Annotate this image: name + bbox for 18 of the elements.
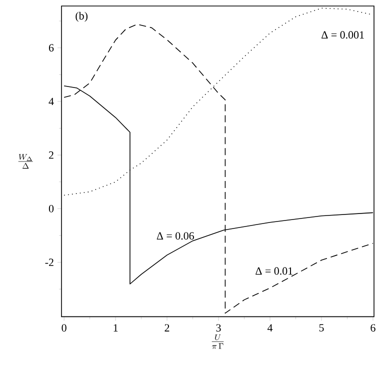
annotation: Δ = 0.01 [256, 267, 292, 275]
annotation: (b) [76, 12, 88, 22]
x-tick-label: 0 [62, 324, 66, 332]
y-tick-label: 0 [48, 204, 54, 212]
y-tick-label: 6 [48, 44, 54, 52]
x-tick-label: 2 [164, 324, 170, 332]
annotation: Δ = 0.06 [156, 232, 194, 240]
x-tick-label: 6 [370, 324, 376, 332]
y-axis-title: $\frac{W_{\Delta}}{\Delta}$ [18, 154, 33, 169]
annotation: Δ = 0.001 [322, 31, 364, 39]
y-tick-label: 4 [48, 98, 54, 106]
x-tick-label: 3 [216, 324, 221, 332]
x-tick-label: 4 [267, 324, 273, 332]
x-axis-title: $\frac{U}{\pi\,\Gamma}$ [212, 334, 224, 349]
x-tick-label: 1 [114, 324, 118, 332]
x-tick-label: 5 [319, 324, 324, 332]
y-tick-label: 2 [49, 151, 54, 159]
y-tick-label: -2 [45, 258, 54, 266]
